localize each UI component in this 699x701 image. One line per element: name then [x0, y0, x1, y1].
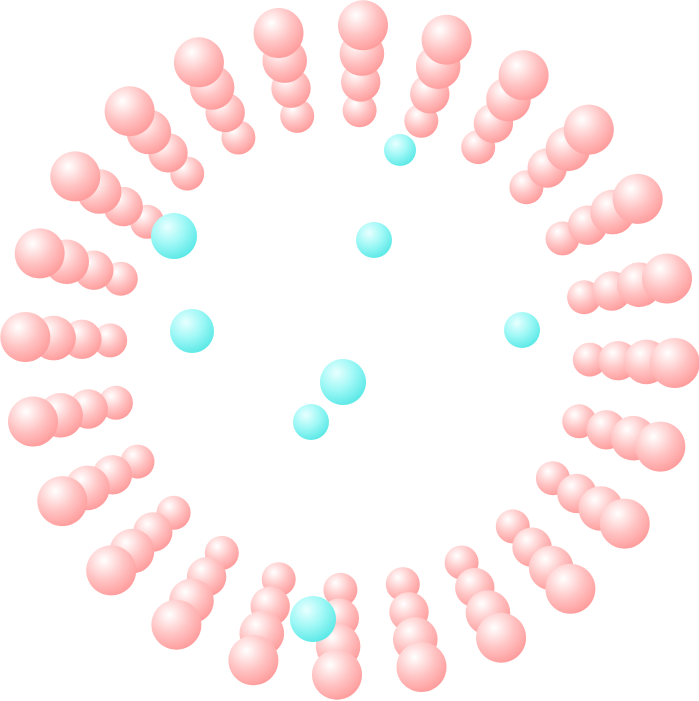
core-sphere: [384, 134, 416, 166]
core-sphere: [356, 222, 392, 258]
ring-sphere: [498, 50, 549, 101]
ring-sphere: [14, 228, 65, 279]
core-sphere: [151, 213, 197, 259]
core-sphere: [320, 359, 366, 405]
ring-sphere: [612, 173, 663, 224]
ring-sphere: [323, 572, 358, 607]
ring-sphere: [563, 104, 614, 155]
ring-sphere: [0, 312, 51, 362]
ring-sphere: [396, 642, 447, 692]
ring-sphere: [649, 338, 699, 388]
ring-sphere: [50, 151, 101, 202]
ring-sphere: [312, 649, 362, 700]
ring-sphere: [93, 323, 128, 358]
ring-sphere: [545, 563, 596, 614]
ring-sphere: [228, 635, 279, 686]
core-sphere: [293, 404, 329, 440]
ring-sphere: [642, 253, 692, 304]
ring-sphere: [338, 0, 388, 51]
ring-sphere: [8, 396, 58, 447]
core-sphere: [504, 312, 540, 348]
core-spheres: [151, 134, 540, 642]
ring-sphere: [476, 612, 527, 663]
ring-sphere: [342, 93, 377, 128]
ring-sphere: [151, 599, 202, 650]
ring-sphere: [253, 8, 304, 58]
ring-sphere: [37, 476, 88, 527]
ring-sphere: [572, 342, 607, 377]
ring-sphere: [104, 86, 155, 137]
ring-sphere: [599, 498, 650, 549]
ring-sphere: [421, 14, 472, 65]
core-sphere: [290, 596, 336, 642]
ring-sphere: [635, 421, 686, 472]
ring-sphere: [173, 37, 224, 88]
core-sphere: [170, 309, 214, 353]
ring-sphere: [86, 545, 137, 596]
